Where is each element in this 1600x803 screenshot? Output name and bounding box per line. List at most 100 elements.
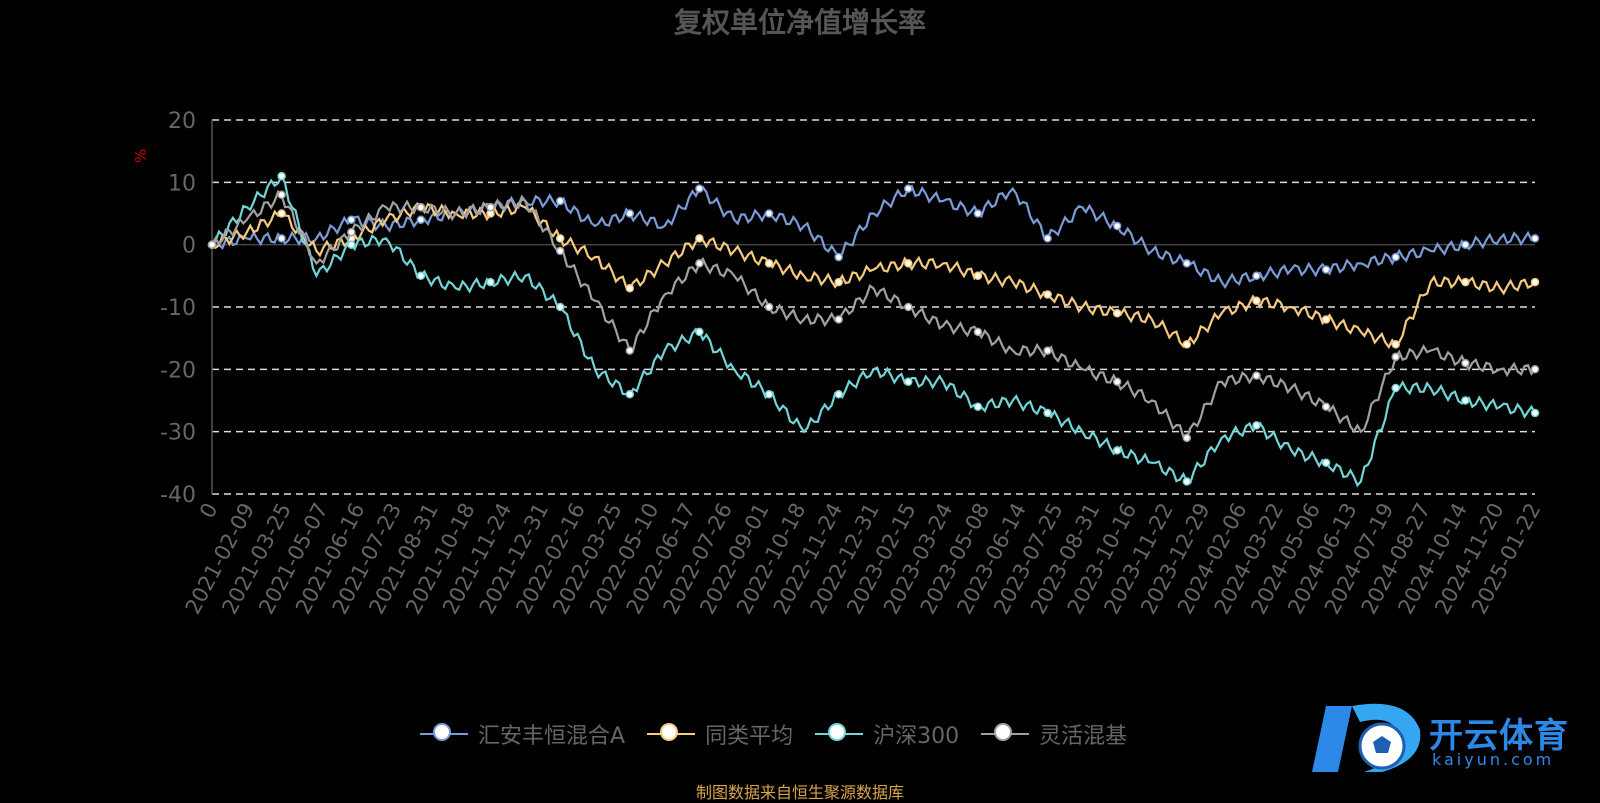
data-point xyxy=(695,327,704,337)
data-point xyxy=(486,203,495,212)
data-point xyxy=(1182,477,1192,486)
series-line-2 xyxy=(211,173,1536,488)
y-axis-unit: % xyxy=(132,149,150,163)
data-point xyxy=(834,277,843,287)
data-point xyxy=(764,390,774,399)
y-tick-label: -40 xyxy=(160,483,196,508)
legend-item-flexible-mixed[interactable]: 灵活混基 xyxy=(981,718,1127,750)
data-point xyxy=(1182,259,1192,268)
legend-marker-icon xyxy=(981,722,1030,746)
data-point xyxy=(1182,340,1192,349)
data-point xyxy=(1391,352,1400,362)
data-point xyxy=(347,227,356,237)
data-point xyxy=(1182,433,1192,443)
data-point xyxy=(973,327,983,337)
grid xyxy=(212,119,1535,495)
data-point xyxy=(695,184,704,193)
data-point xyxy=(625,209,635,218)
watermark-logo: 开云体育 kaiyun.com xyxy=(1312,700,1592,778)
data-point xyxy=(1321,315,1331,324)
data-point xyxy=(555,234,565,243)
data-point xyxy=(1252,371,1261,380)
y-tick-label: 10 xyxy=(168,171,196,196)
data-point xyxy=(1252,421,1261,430)
data-point xyxy=(695,259,704,268)
data-point xyxy=(1530,408,1540,418)
watermark-brand: 开云体育 xyxy=(1429,716,1569,756)
legend-label: 沪深300 xyxy=(873,724,960,749)
legend-item-category-average[interactable]: 同类平均 xyxy=(647,718,793,750)
axes: 20100-10-20-30-4002021-02-092021-03-2520… xyxy=(160,109,1545,618)
data-point xyxy=(1461,358,1470,368)
data-point xyxy=(904,377,913,387)
series-line-3 xyxy=(211,189,1536,440)
data-point xyxy=(1112,221,1122,231)
data-point xyxy=(555,196,565,206)
x-tick-label: 0 xyxy=(195,499,222,522)
data-point xyxy=(1043,408,1052,418)
data-point xyxy=(973,271,983,281)
data-point xyxy=(764,259,774,268)
watermark-url: kaiyun.com xyxy=(1432,750,1555,769)
data-point xyxy=(625,390,635,399)
data-point xyxy=(277,234,286,243)
data-point xyxy=(1043,346,1052,355)
data-point xyxy=(1321,458,1331,468)
data-point xyxy=(207,240,217,249)
data-point xyxy=(277,190,286,200)
legend-label: 同类平均 xyxy=(705,724,794,749)
legend-label: 灵活混基 xyxy=(1039,724,1128,749)
data-point xyxy=(486,277,495,287)
soccer-ball-logo-icon xyxy=(1312,703,1421,772)
data-point xyxy=(347,240,356,249)
series-line-0 xyxy=(211,184,1536,290)
data-point xyxy=(1530,234,1540,243)
y-tick-label: -30 xyxy=(160,421,196,446)
data-point xyxy=(834,252,843,262)
data-point xyxy=(1461,240,1470,249)
chart-title: 复权单位净值增长率 xyxy=(674,6,926,39)
data-point xyxy=(1391,383,1400,393)
legend-marker-icon xyxy=(647,722,696,746)
data-point xyxy=(1043,290,1052,299)
legend-item-fund[interactable]: 汇安丰恒混合A xyxy=(420,718,625,750)
legend-marker-icon xyxy=(815,722,864,746)
data-point xyxy=(1461,277,1470,287)
data-point xyxy=(834,390,843,399)
y-tick-label: 20 xyxy=(168,109,196,134)
data-point xyxy=(1252,271,1261,281)
data-point xyxy=(695,234,704,243)
data-point xyxy=(904,184,913,193)
series-line-1 xyxy=(211,201,1536,350)
data-point xyxy=(904,259,913,268)
data-point xyxy=(1252,296,1261,306)
data-point xyxy=(1391,252,1400,262)
y-tick-label: 0 xyxy=(182,234,196,259)
data-point xyxy=(625,284,635,293)
data-point xyxy=(416,203,426,212)
series-lines xyxy=(207,171,1540,488)
legend-label: 汇安丰恒混合A xyxy=(478,724,626,749)
data-point xyxy=(973,402,983,411)
y-tick-label: -20 xyxy=(160,358,196,383)
data-point xyxy=(834,315,843,324)
legend-item-csi300[interactable]: 沪深300 xyxy=(815,718,959,750)
data-point xyxy=(1112,446,1122,455)
data-point xyxy=(625,346,635,355)
legend: 汇安丰恒混合A 同类平均 沪深300 灵活混基 xyxy=(420,718,1127,750)
data-point xyxy=(1530,277,1540,287)
source-note: 制图数据来自恒生聚源数据库 xyxy=(695,783,904,802)
data-point xyxy=(347,215,356,224)
data-point xyxy=(764,209,774,218)
y-tick-label: -10 xyxy=(160,296,196,321)
data-point xyxy=(277,209,286,218)
data-point xyxy=(277,171,286,181)
data-point xyxy=(764,302,774,312)
data-point xyxy=(1391,340,1400,349)
data-point xyxy=(1112,308,1122,318)
data-point xyxy=(904,302,913,312)
data-point xyxy=(1461,396,1470,405)
data-point xyxy=(416,215,426,224)
data-point xyxy=(1321,265,1331,274)
